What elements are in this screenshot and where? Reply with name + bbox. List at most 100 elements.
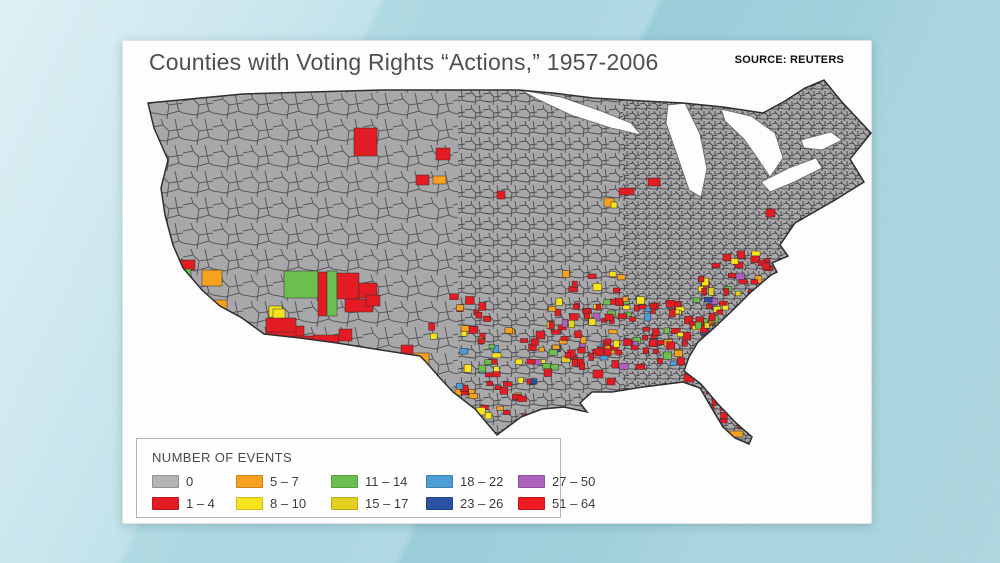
county-cell <box>647 177 661 187</box>
county-cell <box>615 349 623 356</box>
county-cell <box>765 208 776 218</box>
county-cell <box>652 328 660 336</box>
county-cell <box>214 326 220 331</box>
county-cell <box>562 270 570 278</box>
county-cell <box>517 377 524 384</box>
county-cell <box>551 329 561 335</box>
county-cell <box>530 338 539 346</box>
county-cell <box>486 381 494 387</box>
county-cell <box>571 359 578 367</box>
county-cell <box>743 309 752 316</box>
county-cell <box>639 304 647 310</box>
county-cell <box>750 279 759 285</box>
county-cell <box>710 347 719 354</box>
county-cell <box>723 385 730 393</box>
county-cell <box>632 340 639 347</box>
legend-item: 0 <box>152 473 236 490</box>
county-cell <box>569 313 579 321</box>
county-cell <box>719 392 730 404</box>
county-cell <box>613 287 621 293</box>
county-cell <box>463 364 472 373</box>
county-cell <box>735 290 742 297</box>
county-cell <box>712 344 718 353</box>
county-cell <box>663 327 670 334</box>
county-cell <box>468 326 479 334</box>
county-cell <box>700 349 710 358</box>
county-cell <box>592 369 604 379</box>
county-cell <box>684 316 694 325</box>
legend-label: 0 <box>186 474 194 489</box>
county-cell <box>610 201 618 209</box>
county-cell <box>708 287 715 296</box>
county-cell <box>517 395 527 402</box>
legend-box: NUMBER OF EVENTS 0 1 – 4 5 – 7 8 – 10 11 – 1… <box>136 438 595 518</box>
legend-grid: 0 1 – 4 5 – 7 8 – 10 11 – 14 15 – 17 18 – 22 23… <box>152 473 595 512</box>
county-cell <box>503 409 511 415</box>
county-cell <box>761 262 770 270</box>
county-cell <box>484 412 493 420</box>
county-cell <box>622 296 629 302</box>
legend-swatch-yellow <box>236 497 263 510</box>
county-cell <box>548 349 558 356</box>
county-cell <box>484 359 492 365</box>
legend-item: 27 – 50 <box>518 473 598 490</box>
county-cell <box>555 297 563 306</box>
county-cell <box>762 282 773 289</box>
county-cell <box>682 340 688 347</box>
county-cell <box>283 270 319 299</box>
county-cell <box>642 326 651 332</box>
county-cell <box>491 352 502 359</box>
county-cell <box>635 364 645 370</box>
county-cell <box>747 317 757 326</box>
county-cell <box>677 357 685 366</box>
county-cell <box>716 309 724 315</box>
legend-item: 23 – 26 <box>426 495 518 512</box>
county-cell <box>353 127 378 157</box>
county-cell <box>649 303 657 310</box>
county-cell <box>592 283 602 291</box>
county-cell <box>665 300 675 308</box>
county-cell <box>706 354 716 363</box>
legend-label: 8 – 10 <box>270 496 307 511</box>
county-cell <box>503 381 513 387</box>
county-cell <box>535 330 546 340</box>
county-cell <box>623 338 633 346</box>
legend-label: 51 – 64 <box>552 496 596 511</box>
county-cell <box>459 348 469 355</box>
county-cell <box>460 325 470 332</box>
county-cell <box>694 350 705 359</box>
legend-item: 51 – 64 <box>518 495 598 512</box>
county-cell <box>708 312 716 322</box>
county-cell <box>550 363 559 371</box>
chart-title: Counties with Voting Rights “Actions,” 1… <box>149 49 659 75</box>
county-cell <box>475 312 483 319</box>
legend-item: 11 – 14 <box>331 473 426 490</box>
county-cell <box>722 253 732 262</box>
county-cell <box>543 368 552 377</box>
county-cell <box>743 305 750 314</box>
county-cell <box>206 325 212 330</box>
county-cell <box>496 405 504 411</box>
legend-swatch-purple <box>518 475 545 488</box>
county-cell <box>707 346 716 354</box>
county-cell <box>730 315 739 324</box>
infographic-card: Counties with Voting Rights “Actions,” 1… <box>122 40 872 524</box>
county-cell <box>449 293 459 300</box>
lake-superior <box>520 89 643 136</box>
county-cell <box>703 297 713 303</box>
county-cell <box>548 306 557 312</box>
legend-label: 23 – 26 <box>460 496 504 511</box>
county-cell <box>699 349 707 357</box>
county-cell <box>701 340 712 348</box>
county-cell <box>170 268 192 285</box>
county-cell <box>707 334 715 342</box>
legend-swatch-gray <box>152 475 179 488</box>
county-cell <box>265 317 297 333</box>
county-cell <box>468 393 478 399</box>
county-cell <box>669 360 678 366</box>
county-cell <box>561 318 568 328</box>
county-cell <box>643 347 649 354</box>
county-cell <box>737 250 745 259</box>
county-cell <box>603 348 612 357</box>
county-cell <box>485 372 492 378</box>
